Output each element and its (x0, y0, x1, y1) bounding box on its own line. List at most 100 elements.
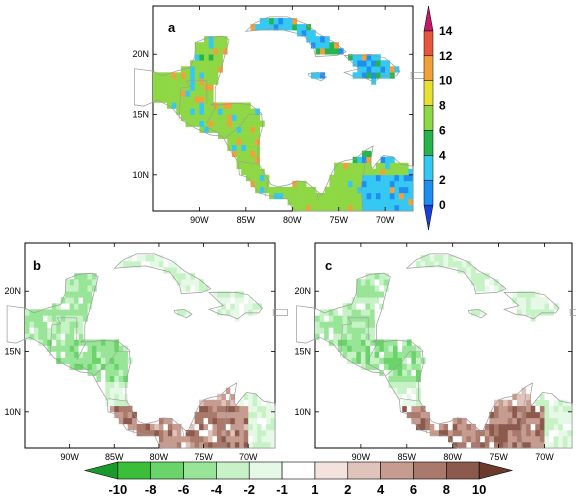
grid-cell (199, 405, 204, 413)
grid-cell (208, 78, 214, 85)
grid-cell (163, 417, 169, 425)
grid-cell (239, 399, 245, 407)
grid-cell (366, 66, 372, 73)
grid-cell (357, 156, 363, 164)
grid-cell (204, 48, 210, 55)
grid-cell (255, 174, 261, 182)
grid-cell (234, 423, 240, 431)
grid-cell (371, 198, 377, 206)
grid-cell (357, 192, 363, 200)
grid-cell (171, 102, 177, 109)
grid-cell (283, 192, 288, 200)
grid-cell (225, 297, 231, 304)
grid-cell (204, 42, 210, 49)
grid-cell (172, 435, 178, 443)
grid-cell (162, 96, 168, 103)
coastline (134, 35, 414, 212)
grid-cell (185, 96, 191, 103)
grid-cell (324, 42, 330, 49)
grid-cell (109, 363, 115, 370)
grid-cell (301, 180, 307, 188)
grid-cell (208, 90, 214, 97)
grid-cell (383, 279, 389, 286)
grid-cell (348, 180, 353, 188)
grid-cell (544, 405, 550, 413)
grid-cell (114, 387, 120, 395)
country-border (385, 351, 424, 376)
coastline (272, 308, 288, 316)
grid-cell (150, 261, 155, 268)
grid-cell (141, 261, 146, 268)
grid-cell (221, 429, 227, 437)
grid-cell (411, 375, 417, 382)
grid-cell (366, 174, 372, 182)
grid-cell (438, 429, 444, 437)
grid-cell (100, 387, 106, 395)
grid-cell (402, 369, 408, 376)
grid-cell (539, 309, 545, 316)
grid-cell (319, 327, 325, 334)
grid-cell (415, 363, 421, 370)
grid-cell (371, 66, 377, 73)
grid-cell (352, 192, 358, 200)
grid-cell (315, 192, 321, 200)
grid-cell (338, 198, 344, 206)
grid-cell (181, 441, 187, 449)
grid-cell (361, 66, 367, 73)
grid-cell (109, 351, 115, 358)
grid-cell (132, 417, 137, 425)
grid-cell (484, 279, 490, 286)
grid-cell (457, 441, 463, 449)
colorbar-bc-swatch (183, 461, 217, 480)
grid-cell (333, 321, 339, 328)
grid-cell (397, 345, 403, 352)
grid-cell (544, 399, 550, 407)
grid-cell (257, 399, 262, 407)
grid-cell (243, 423, 249, 431)
country-border (520, 393, 527, 449)
grid-cell (199, 417, 204, 425)
grid-cell (370, 315, 375, 322)
grid-cell (194, 120, 200, 127)
colorbar-bc-label: -2 (243, 482, 255, 497)
grid-cell (371, 186, 377, 194)
grid-cell (480, 309, 486, 316)
grid-cell (489, 279, 495, 286)
grid-cell (399, 180, 405, 188)
grid-cell (389, 186, 395, 194)
grid-cell (503, 411, 509, 419)
grid-cell (234, 435, 240, 443)
grid-cell (245, 108, 251, 115)
grid-cell (118, 345, 124, 352)
grid-cell (489, 441, 495, 449)
grid-cell (360, 279, 366, 286)
grid-cell (315, 36, 321, 43)
grid-cell (225, 303, 231, 310)
grid-cell (484, 423, 490, 431)
grid-cell (385, 156, 391, 164)
grid-cell (190, 60, 196, 67)
grid-cell (526, 441, 531, 449)
coastline (296, 272, 573, 449)
grid-cell (383, 351, 389, 358)
grid-cell (114, 375, 120, 382)
grid-cell (558, 435, 564, 443)
grid-cell (329, 192, 335, 200)
grid-cell (526, 417, 531, 425)
grid-cell (74, 279, 79, 286)
grid-cell (406, 381, 412, 389)
grid-cell (402, 375, 408, 382)
grid-cell (411, 363, 417, 370)
grid-cell (507, 411, 513, 419)
grid-cell (239, 435, 245, 443)
grid-cell (380, 186, 386, 194)
grid-cell (123, 357, 128, 364)
grid-cell (218, 126, 223, 133)
grid-cell (227, 138, 233, 145)
grid-cell (261, 429, 267, 437)
lon-tick-label: 90W (190, 215, 209, 225)
grid-cell (176, 267, 182, 274)
grid-cell (208, 42, 214, 49)
grid-cell (181, 279, 187, 286)
grid-cell (343, 168, 349, 176)
